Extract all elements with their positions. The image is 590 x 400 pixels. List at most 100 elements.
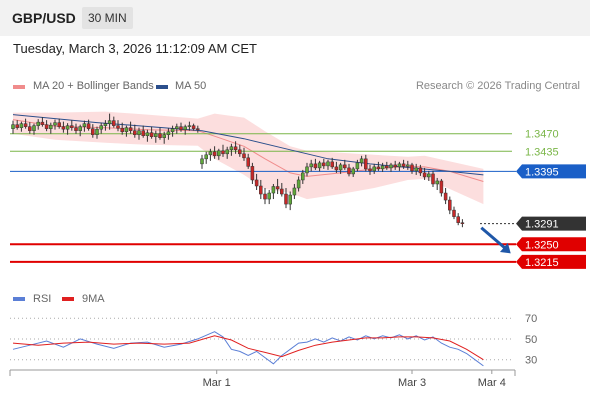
candle-body bbox=[448, 199, 452, 211]
candle-body bbox=[439, 180, 444, 194]
candle-body bbox=[116, 125, 120, 129]
level-badge-1.3250 bbox=[516, 237, 586, 252]
candle-body bbox=[95, 128, 99, 135]
rsi-ma-legend: 9MA bbox=[82, 293, 105, 305]
rsi-legend: RSI bbox=[33, 293, 52, 305]
candle-body bbox=[359, 158, 364, 164]
candle-body bbox=[414, 167, 418, 172]
candle-body bbox=[120, 127, 124, 132]
level-label-1.3215: 1.3215 bbox=[525, 257, 559, 269]
candle-body bbox=[154, 133, 158, 137]
candle-body bbox=[242, 153, 246, 159]
timestamp: Tuesday, March 3, 2026 11:12:09 AM CET bbox=[13, 41, 257, 56]
candle-body bbox=[313, 163, 318, 169]
candle-body bbox=[107, 120, 112, 124]
candle-body bbox=[187, 125, 192, 127]
candle-body bbox=[334, 166, 339, 171]
candle-body bbox=[179, 126, 183, 130]
candle-body bbox=[380, 165, 385, 170]
candle-body bbox=[212, 151, 217, 157]
candle-body bbox=[456, 216, 460, 223]
candle-body bbox=[137, 130, 141, 135]
candle-body bbox=[36, 121, 40, 126]
candle-body bbox=[338, 164, 343, 171]
candle-body bbox=[263, 193, 267, 200]
candle-body bbox=[225, 149, 229, 155]
candle-body bbox=[19, 123, 24, 128]
level-badge-1.3291 bbox=[516, 216, 586, 231]
x-tick-label: Mar 1 bbox=[203, 377, 231, 389]
candle-body bbox=[191, 125, 196, 129]
candle-body bbox=[401, 163, 406, 167]
level-label-1.3250: 1.3250 bbox=[525, 239, 559, 251]
candle-body bbox=[200, 158, 204, 165]
candle-body bbox=[133, 130, 137, 135]
ma20-legend: MA 20 + Bollinger Bands bbox=[33, 80, 154, 92]
candle-body bbox=[406, 164, 410, 167]
candle-body bbox=[128, 127, 133, 131]
candle-body bbox=[229, 146, 234, 151]
candle-body bbox=[288, 194, 292, 205]
candle-body bbox=[44, 124, 49, 129]
candle-body bbox=[170, 128, 175, 132]
candle-body bbox=[204, 154, 208, 160]
candle-body bbox=[330, 161, 334, 168]
rsi-tick-70: 70 bbox=[525, 313, 537, 325]
candle-body bbox=[70, 125, 74, 128]
candle-body bbox=[296, 179, 301, 189]
candle-body bbox=[422, 172, 427, 178]
candle-body bbox=[15, 124, 19, 128]
candle-body bbox=[418, 167, 423, 174]
candle-body bbox=[61, 126, 66, 130]
candle-body bbox=[86, 123, 91, 129]
candle-body bbox=[183, 126, 187, 130]
forecast-arrow-head bbox=[499, 242, 511, 254]
candle-body bbox=[112, 120, 116, 126]
candle-body bbox=[40, 121, 45, 125]
candle-body bbox=[376, 166, 381, 170]
candle-body bbox=[23, 123, 28, 127]
candle-body bbox=[238, 149, 242, 155]
candle-body bbox=[460, 222, 465, 224]
candle-body bbox=[372, 166, 376, 172]
candle-body bbox=[351, 168, 355, 175]
timeframe-button[interactable]: 30 MIN bbox=[82, 7, 133, 29]
rsi-swatch bbox=[13, 297, 25, 301]
candle-body bbox=[65, 125, 70, 130]
candle-body bbox=[99, 125, 103, 130]
candle-body bbox=[431, 173, 435, 185]
symbol-title: GBP/USD bbox=[12, 10, 76, 26]
candle-body bbox=[275, 186, 280, 190]
candle-body bbox=[175, 126, 179, 129]
candle-body bbox=[326, 161, 330, 167]
candle-body bbox=[343, 164, 347, 169]
level-badge-1.3395 bbox=[516, 164, 586, 179]
level-badge-1.3215 bbox=[516, 254, 586, 269]
candle-body bbox=[355, 162, 360, 170]
candle-body bbox=[149, 132, 154, 137]
candle-body bbox=[259, 185, 263, 195]
candle-body bbox=[217, 150, 221, 157]
candle-body bbox=[364, 158, 368, 170]
level-label-1.3291: 1.3291 bbox=[525, 219, 559, 231]
level-label-1.3470: 1.3470 bbox=[525, 129, 559, 141]
candle-body bbox=[233, 146, 238, 151]
x-tick-label: Mar 4 bbox=[478, 377, 506, 389]
candle-body bbox=[250, 166, 255, 181]
chart-credit: Research © 2026 Trading Central bbox=[415, 80, 580, 92]
candle-body bbox=[427, 173, 431, 178]
ma50-line bbox=[12, 114, 484, 176]
candle-body bbox=[305, 166, 309, 174]
candle-body bbox=[166, 131, 171, 135]
candle-body bbox=[435, 180, 439, 185]
candle-body bbox=[284, 193, 288, 205]
candle-body bbox=[221, 150, 225, 155]
candle-body bbox=[53, 122, 57, 126]
candle-body bbox=[145, 132, 150, 136]
rsi-ma-swatch bbox=[62, 297, 74, 301]
level-label-1.3395: 1.3395 bbox=[525, 166, 559, 178]
candle-body bbox=[347, 167, 351, 175]
candle-body bbox=[162, 134, 166, 138]
ma20-swatch bbox=[13, 85, 25, 89]
